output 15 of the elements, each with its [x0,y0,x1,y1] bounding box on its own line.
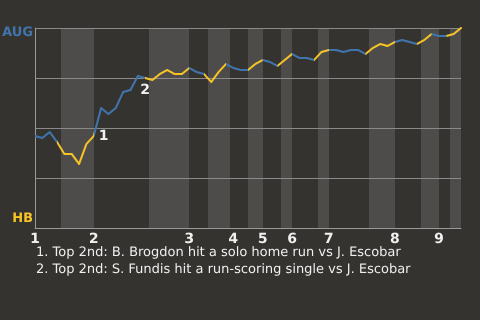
text: 1. Top 2nd: B. Brogdon hit a solo home run vs J. Escobar [36,245,402,260]
text: 2. Top 2nd: S. Fundis hit a run-scoring single vs J. Escobar [36,262,412,277]
annotation: 2 [140,82,150,98]
x-tick-label: 9 [434,231,444,247]
x-tick-label: 6 [287,231,297,247]
annotation: 1 [98,128,109,144]
x-tick-label: 8 [390,231,400,247]
x-tick-label: 5 [258,231,268,247]
text: AUG [2,25,34,40]
text: HB [12,211,34,226]
x-tick-label: 3 [184,231,194,247]
x-tick-label: 7 [324,231,334,247]
x-tick-label: 4 [228,231,238,247]
x-tick-label: 1 [30,231,40,247]
x-tick-label: 2 [88,231,99,247]
